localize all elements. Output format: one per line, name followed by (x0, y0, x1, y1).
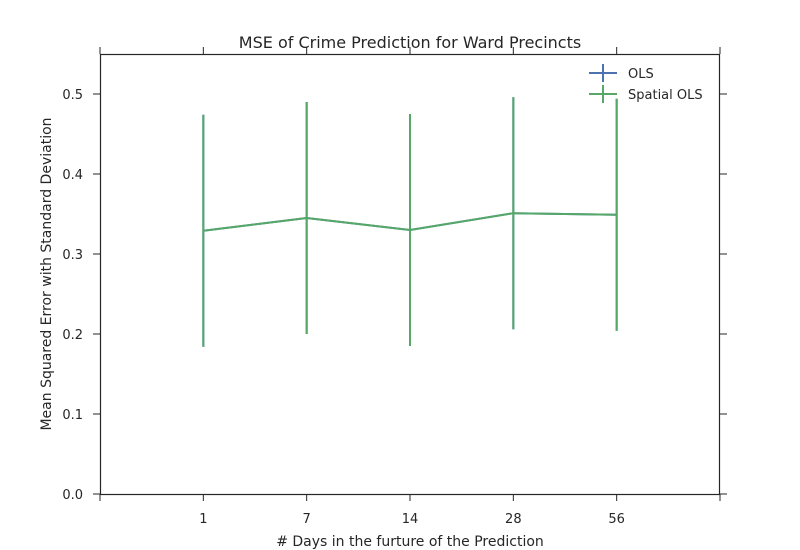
y-tick-label: 0.0 (62, 488, 83, 503)
x-tick-label: 56 (608, 512, 625, 527)
legend: OLS Spatial OLS (589, 64, 703, 103)
y-tick-label: 0.3 (62, 248, 83, 263)
y-axis: 0.0 0.1 0.2 0.3 0.4 0.5 (62, 88, 727, 503)
legend-entry: Spatial OLS (589, 85, 703, 103)
chart-title: MSE of Crime Prediction for Ward Precinc… (239, 33, 581, 52)
x-tick-label: 28 (505, 512, 522, 527)
x-tick-label: 7 (303, 512, 311, 527)
legend-label: Spatial OLS (628, 88, 703, 103)
series-layer (202, 97, 618, 347)
legend-entry: OLS (589, 64, 654, 82)
series-spatial-ols (202, 97, 618, 347)
y-axis-label: Mean Squared Error with Standard Deviati… (39, 117, 55, 430)
y-tick-label: 0.5 (62, 88, 83, 103)
x-tick-label: 1 (199, 512, 207, 527)
legend-label: OLS (628, 67, 654, 82)
x-axis: 1 7 14 28 56 (99, 47, 721, 527)
y-tick-label: 0.2 (62, 328, 83, 343)
x-axis-label: # Days in the furture of the Prediction (276, 534, 544, 550)
y-tick-label: 0.1 (62, 408, 83, 423)
x-tick-label: 14 (402, 512, 419, 527)
y-tick-label: 0.4 (62, 168, 83, 183)
